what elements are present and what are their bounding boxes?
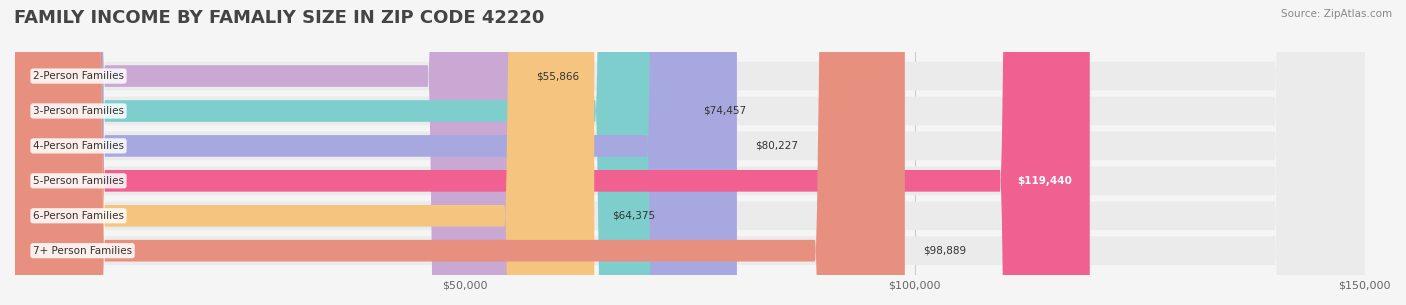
FancyBboxPatch shape (15, 0, 905, 305)
Text: 6-Person Families: 6-Person Families (32, 211, 124, 221)
FancyBboxPatch shape (15, 0, 1365, 305)
Text: $74,457: $74,457 (703, 106, 747, 116)
FancyBboxPatch shape (15, 0, 1365, 305)
Text: 7+ Person Families: 7+ Person Families (32, 246, 132, 256)
FancyBboxPatch shape (15, 0, 517, 305)
Text: Source: ZipAtlas.com: Source: ZipAtlas.com (1281, 9, 1392, 19)
Text: $64,375: $64,375 (612, 211, 655, 221)
FancyBboxPatch shape (15, 0, 1365, 305)
Text: 3-Person Families: 3-Person Families (32, 106, 124, 116)
FancyBboxPatch shape (15, 0, 685, 305)
FancyBboxPatch shape (15, 0, 595, 305)
Text: $80,227: $80,227 (755, 141, 799, 151)
FancyBboxPatch shape (15, 0, 1365, 305)
Text: $119,440: $119,440 (1017, 176, 1071, 186)
FancyBboxPatch shape (15, 0, 1365, 305)
Text: $98,889: $98,889 (922, 246, 966, 256)
FancyBboxPatch shape (15, 0, 1090, 305)
Text: 2-Person Families: 2-Person Families (32, 71, 124, 81)
FancyBboxPatch shape (15, 0, 737, 305)
FancyBboxPatch shape (15, 0, 1365, 305)
Text: FAMILY INCOME BY FAMALIY SIZE IN ZIP CODE 42220: FAMILY INCOME BY FAMALIY SIZE IN ZIP COD… (14, 9, 544, 27)
Text: 4-Person Families: 4-Person Families (32, 141, 124, 151)
Text: $55,866: $55,866 (536, 71, 579, 81)
Text: 5-Person Families: 5-Person Families (32, 176, 124, 186)
